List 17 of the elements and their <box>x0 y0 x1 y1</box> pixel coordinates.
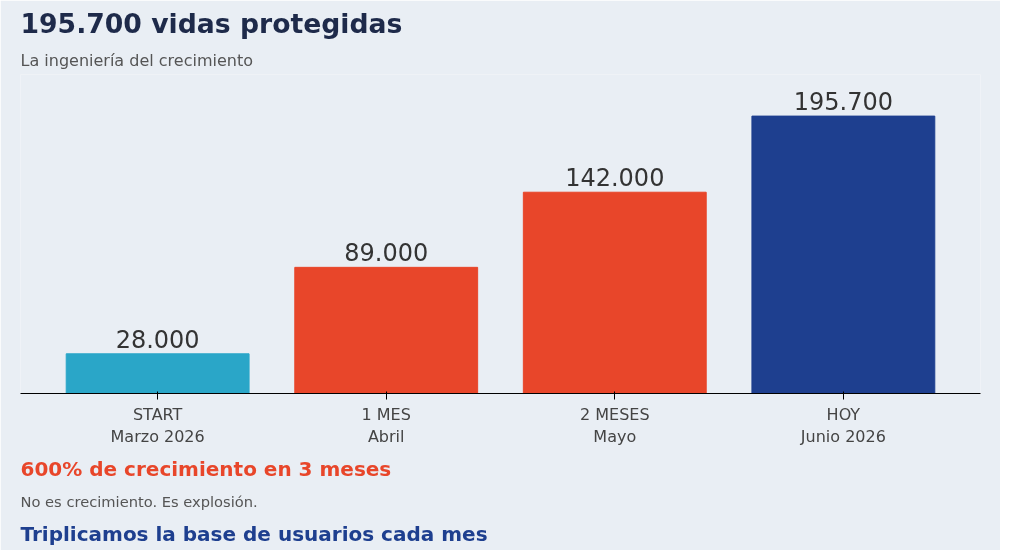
chart-title: 195.700 vidas protegidas <box>20 7 403 39</box>
x-tick-label: 2 MESES Mayo <box>579 404 650 447</box>
text: 600% de crecimiento en 3 meses <box>20 456 392 481</box>
bar <box>522 191 707 394</box>
text: Triplicamos la base de usuarios cada mes <box>20 521 488 546</box>
bar <box>294 266 479 394</box>
data-label: 89.000 <box>344 239 429 268</box>
data-label: 28.000 <box>115 325 200 354</box>
data-label: 142.000 <box>565 164 665 193</box>
bar <box>65 353 250 394</box>
x-tick-label: HOY Junio 2026 <box>799 404 886 447</box>
data-label: 195.700 <box>793 88 893 117</box>
x-tick-label: 1 MES Abril <box>361 404 411 447</box>
chart-subtitle: La ingeniería del crecimiento <box>20 50 253 70</box>
text: No es crecimiento. Es explosión. <box>20 492 258 510</box>
x-tick-label: START Marzo 2026 <box>110 404 205 447</box>
bar <box>751 115 936 394</box>
